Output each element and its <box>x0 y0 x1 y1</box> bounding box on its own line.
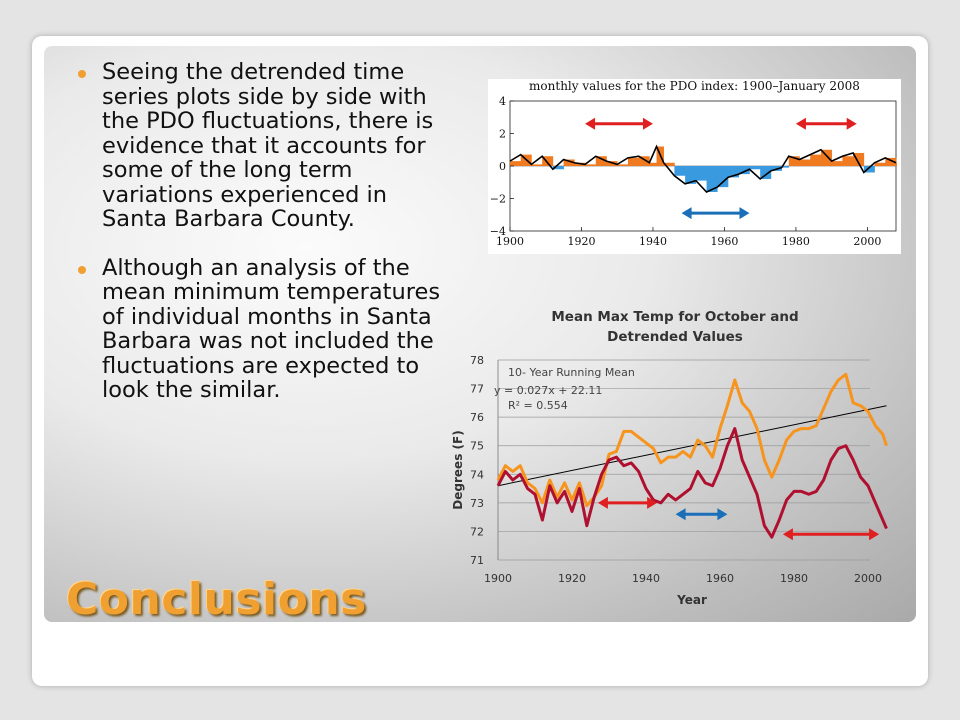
pdo-value-bar <box>760 166 772 179</box>
temp-period-arrow-2-head-right <box>869 528 880 541</box>
bullet-list: Seeing the detrended time series plots s… <box>78 60 450 427</box>
temp-series-line-0 <box>496 372 888 508</box>
pdo-x-tick-label: 1920 <box>567 235 595 248</box>
pdo-value-bar <box>728 166 740 178</box>
pdo-value-bar <box>695 166 707 181</box>
pdo-y-tick-label: −2 <box>490 193 506 206</box>
pdo-value-bar <box>542 156 554 166</box>
bullet-text: Although an analysis of the mean minimum… <box>102 254 441 403</box>
pdo-x-tick-label: 1980 <box>782 235 810 248</box>
temp-x-tick-label: 1980 <box>780 572 808 585</box>
pdo-value-bar <box>552 166 564 170</box>
pdo-value-bar <box>617 164 629 166</box>
pdo-period-arrow-0-head-left <box>585 117 596 130</box>
pdo-value-bar <box>717 166 729 188</box>
temp-x-axis-label: Year <box>676 593 707 607</box>
pdo-value-bar <box>674 166 686 176</box>
temp-period-arrow-0-head-left <box>597 496 608 509</box>
temp-y-tick-label: 72 <box>470 525 484 538</box>
pdo-period-arrow-1-head-right <box>846 117 857 130</box>
pdo-value-bar <box>649 162 657 166</box>
temp-period-arrow-2-head-left <box>782 528 793 541</box>
temp-y-tick-label: 73 <box>470 497 484 510</box>
temp-chart-container: Mean Max Temp for October and Detrended V… <box>440 298 900 616</box>
temp-x-tick-label: 1960 <box>706 572 734 585</box>
temp-y-tick-label: 78 <box>470 354 484 367</box>
temp-series-line-1 <box>496 427 888 539</box>
pdo-period-arrow-1-head-left <box>795 117 806 130</box>
temp-x-tick-label: 1920 <box>558 572 586 585</box>
pdo-value-bar <box>781 166 790 168</box>
temp-annotation-text: R² = 0.554 <box>508 399 568 412</box>
temp-y-tick-label: 74 <box>470 468 484 481</box>
temp-x-tick-label: 2000 <box>854 572 882 585</box>
pdo-chart-title: monthly values for the PDO index: 1900–J… <box>529 79 860 93</box>
pdo-value-bar <box>531 164 543 166</box>
pdo-value-bar <box>842 156 854 166</box>
pdo-value-bar <box>706 166 718 192</box>
bullet-text: Seeing the detrended time series plots s… <box>102 59 434 232</box>
bullet-dot-icon <box>78 70 86 78</box>
slide-title: Conclusions <box>66 574 367 625</box>
pdo-value-bar <box>874 162 886 166</box>
pdo-value-bar <box>563 159 575 166</box>
pdo-y-tick-label: 2 <box>499 128 506 141</box>
pdo-value-bar <box>788 156 800 166</box>
bullet-item: Seeing the detrended time series plots s… <box>78 60 450 232</box>
pdo-period-arrow-2-head-right <box>739 207 750 220</box>
pdo-y-tick-label: −4 <box>490 225 506 238</box>
temp-y-tick-label: 76 <box>470 411 484 424</box>
bullet-dot-icon <box>78 265 86 274</box>
temp-period-arrow-1-head-left <box>675 508 686 521</box>
pdo-value-bar <box>738 166 750 175</box>
pdo-value-bar <box>510 161 522 166</box>
pdo-period-arrow-2-head-left <box>681 207 692 220</box>
temp-y-tick-label: 77 <box>470 383 484 396</box>
temp-x-tick-label: 1940 <box>632 572 660 585</box>
pdo-value-bar <box>799 159 811 166</box>
pdo-value-bar <box>595 156 607 166</box>
temp-period-arrow-0-head-right <box>647 496 658 509</box>
pdo-y-tick-label: 4 <box>499 95 506 108</box>
bullet-item: Although an analysis of the mean minimum… <box>78 254 450 403</box>
temp-chart-title: Mean Max Temp for October and Detrended V… <box>551 309 798 345</box>
temp-annotation-text: 10- Year Running Mean <box>508 366 635 379</box>
temp-y-tick-label: 75 <box>470 440 484 453</box>
pdo-value-bar <box>885 157 897 166</box>
pdo-value-bar <box>638 156 650 166</box>
pdo-value-bar <box>663 162 675 166</box>
temp-trendline <box>497 405 887 487</box>
pdo-value-bar <box>820 149 832 166</box>
pdo-value-bar <box>685 166 697 184</box>
pdo-value-bar <box>627 157 639 166</box>
pdo-value-bar <box>896 162 897 166</box>
temp-y-tick-label: 71 <box>470 554 484 567</box>
pdo-x-tick-label: 1960 <box>710 235 738 248</box>
pdo-y-tick-label: 0 <box>499 160 506 173</box>
pdo-value-bar <box>853 153 865 166</box>
pdo-value-bar <box>585 164 597 166</box>
temp-chart: Mean Max Temp for October and Detrended V… <box>451 309 888 607</box>
pdo-smoothed-line <box>509 144 897 193</box>
pdo-x-tick-label: 2000 <box>853 235 881 248</box>
temp-y-axis-label: Degrees (F) <box>451 430 465 509</box>
pdo-x-tick-label: 1900 <box>496 235 524 248</box>
temp-period-arrow-1-head-right <box>717 508 728 521</box>
pdo-value-bar <box>863 166 875 173</box>
temp-x-tick-label: 1900 <box>484 572 512 585</box>
pdo-period-arrow-0-head-right <box>642 117 653 130</box>
pdo-value-bar <box>749 166 761 170</box>
temp-annotation-text: y = 0.027x + 22.11 <box>494 384 602 397</box>
pdo-figure: monthly values for the PDO index: 1900–J… <box>488 79 901 254</box>
pdo-x-tick-label: 1940 <box>639 235 667 248</box>
pdo-value-bar <box>831 161 843 166</box>
pdo-value-bar <box>810 154 822 166</box>
